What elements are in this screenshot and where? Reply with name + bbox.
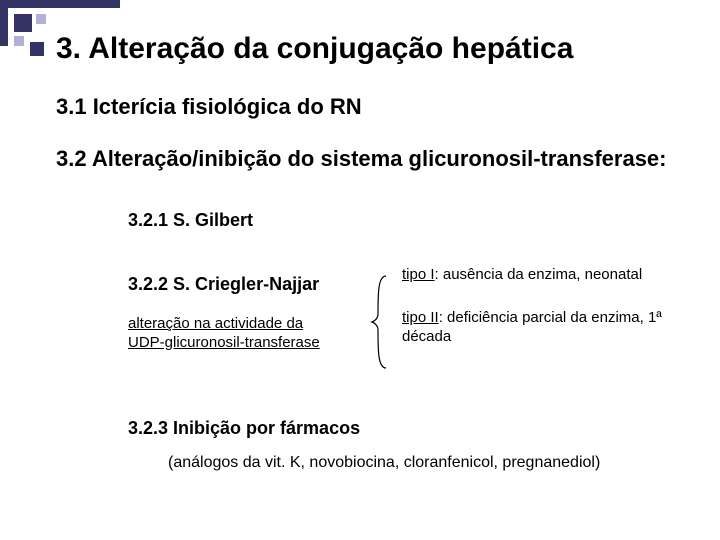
slide: 3. Alteração da conjugação hepática 3.1 … [0, 0, 720, 540]
s322-note-line1: alteração na actividade da [128, 315, 303, 332]
s322-left-column: 3.2.2 S. Criegler-Najjar alteração na ac… [128, 274, 358, 353]
bullet-icon [30, 42, 44, 56]
section-3-2: 3.2 Alteração/inibição do sistema glicur… [56, 146, 667, 172]
subsection-3-2-3-note: (análogos da vit. K, novobiocina, cloran… [168, 454, 600, 472]
tipo-1-label: tipo I [402, 266, 435, 283]
tipo-1: tipo I: ausência da enzima, neonatal [402, 266, 672, 285]
subsection-3-2-3-heading: 3.2.3 Inibição por fármacos [128, 418, 360, 439]
subsection-3-2-2-note: alteração na actividade da UDP-glicurono… [128, 315, 358, 353]
tipo-1-text: : ausência da enzima, neonatal [435, 266, 643, 283]
section-3-1: 3.1 Icterícia fisiológica do RN [56, 94, 362, 120]
subsection-3-2-1: 3.2.1 S. Gilbert [128, 210, 253, 231]
tipo-2: tipo II: deficiência parcial da enzima, … [402, 309, 672, 347]
s322-right-column: tipo I: ausência da enzima, neonatal tip… [402, 274, 672, 346]
tipo-2-text: : deficiência parcial da enzima, 1ª déca… [402, 309, 662, 345]
s322-note-line2: UDP-glicuronosil-transferase [128, 334, 320, 351]
tipo-2-label: tipo II [402, 309, 439, 326]
subsection-3-2-2-row: 3.2.2 S. Criegler-Najjar alteração na ac… [128, 274, 700, 370]
brace-icon [370, 274, 390, 370]
title-row: 3. Alteração da conjugação hepática [30, 32, 700, 66]
slide-title: 3. Alteração da conjugação hepática [56, 32, 573, 66]
subsection-3-2-2-heading: 3.2.2 S. Criegler-Najjar [128, 274, 358, 295]
